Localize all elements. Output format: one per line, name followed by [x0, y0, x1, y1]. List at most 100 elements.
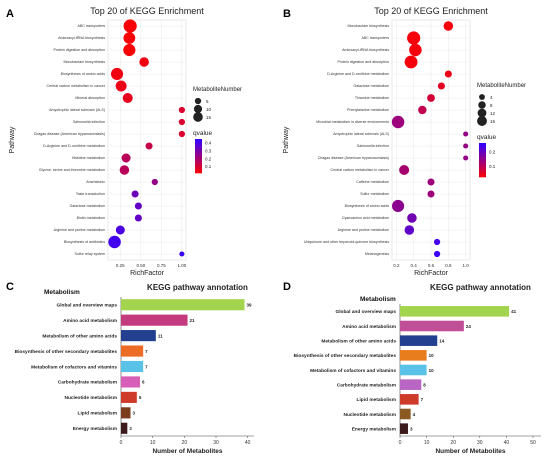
color-legend-segment	[479, 175, 486, 178]
color-legend-segment	[195, 144, 202, 147]
x-tick-label: 1.0	[463, 263, 470, 268]
data-point	[409, 43, 422, 57]
x-tick-label: 40	[504, 440, 510, 446]
data-point	[151, 178, 158, 186]
size-legend-dot	[194, 97, 202, 105]
pathway-label: Aminoacyl-tRNA biosynthesis	[58, 36, 105, 40]
bar	[400, 335, 438, 346]
data-point	[427, 190, 435, 198]
data-point	[108, 235, 121, 249]
data-point	[115, 80, 127, 92]
metabolism-header: Metabolism	[360, 296, 396, 303]
color-legend-segment	[479, 147, 486, 149]
pathway-label: Biosynthesis of amino acids	[345, 204, 390, 208]
x-tick-label: 0.75	[157, 263, 166, 268]
color-legend-segment	[479, 157, 486, 159]
data-point	[433, 250, 441, 258]
data-point	[407, 213, 417, 223]
bar	[121, 376, 140, 388]
data-point	[399, 164, 410, 176]
chart-title: KEGG pathway annotation	[147, 283, 248, 292]
pathway-label: Cyanoamino acid metabolism	[342, 216, 389, 220]
x-tick-label: 20	[450, 440, 456, 446]
data-point	[123, 19, 137, 33]
pathway-label: Protein digestion and absorption	[337, 60, 389, 64]
data-point	[404, 225, 415, 235]
pathway-label: Monobactam biosynthesis	[347, 24, 389, 28]
pathway-label: Biosynthesis of amino acids	[61, 72, 106, 76]
data-point	[407, 31, 421, 45]
color-legend-label: 0.2	[489, 149, 496, 154]
data-point	[122, 92, 133, 104]
bar	[400, 408, 411, 420]
bar	[400, 350, 427, 361]
pathway-label: ABC transporters	[361, 36, 389, 40]
plot-area	[107, 19, 187, 261]
x-axis-label: RichFactor	[414, 270, 449, 277]
value-label: 14	[439, 338, 445, 343]
color-legend-segment	[479, 151, 486, 154]
value-label: 7	[145, 349, 148, 354]
chart-title: Top 20 of KEGG Enrichment	[90, 6, 204, 16]
color-legend-segment	[195, 151, 202, 154]
panel-c-bar-chart: KEGG pathway annotation Metabolism Global …	[15, 283, 254, 455]
size-legend-label: 12	[490, 111, 496, 116]
value-label: 3	[133, 411, 136, 416]
x-tick-label: 10	[424, 440, 430, 446]
value-label: 3	[410, 426, 413, 431]
category-label: Nucleotide metabolism	[343, 412, 396, 418]
panel-d-bar-chart: KEGG pathway annotation Metabolism Global …	[294, 283, 541, 455]
y-axis-label: Pathway	[9, 126, 16, 153]
color-legend-segment	[195, 141, 202, 144]
size-legend-label: 16	[490, 119, 496, 124]
color-legend-segment	[195, 148, 202, 151]
pathway-label: Chagas disease (American trypanosomiasis…	[318, 156, 389, 160]
chart-title: Top 20 of KEGG Enrichment	[374, 6, 488, 16]
data-point	[139, 57, 149, 67]
x-axis-label: Number of Metabolites	[435, 448, 505, 455]
data-point	[391, 115, 405, 129]
color-legend-segment	[195, 168, 202, 171]
panel-label-c: C	[6, 281, 14, 293]
data-point	[463, 143, 469, 149]
category-label: Amino acid metabolism	[63, 318, 117, 324]
x-tick-label: 0.2	[393, 263, 400, 268]
value-label: 8	[423, 382, 426, 387]
x-tick-label: 0.25	[116, 263, 125, 268]
size-legend-dot	[193, 112, 203, 122]
x-axis-label: Number of Metabolites	[152, 448, 222, 455]
x-tick-label: 0	[120, 440, 123, 446]
pathway-label: Microbial metabolism in diverse environm…	[316, 120, 389, 124]
pathway-label: Salmonella infection	[73, 120, 105, 124]
color-legend-segment	[479, 168, 486, 171]
size-legend-title: MetaboliteNumber	[477, 83, 526, 89]
pathway-label: Amyotrophic lateral sclerosis (ALS)	[49, 108, 105, 112]
color-legend-segment	[479, 164, 486, 166]
category-label: Nucleotide metabolism	[64, 395, 117, 401]
value-label: 10	[429, 353, 435, 358]
color-legend-label: 0.2	[205, 156, 212, 161]
data-point	[437, 82, 445, 90]
data-point	[391, 199, 405, 213]
value-label: 7	[145, 364, 148, 369]
pathway-label: Sulfur relay system	[74, 252, 105, 256]
x-tick-label: 10	[150, 440, 156, 446]
panel-b-bubble-chart: Top 20 of KEGG Enrichment Monobactam bios…	[283, 6, 526, 277]
pathway-label: Histidine metabolism	[72, 156, 105, 160]
value-label: 39	[247, 303, 253, 308]
pathway-label: Central carbon metabolism in cancer	[46, 84, 105, 88]
color-legend-segment	[195, 160, 202, 162]
pathway-label: Protein digestion and absorption	[53, 48, 105, 52]
color-legend-segment	[195, 143, 202, 145]
category-label: Energy metabolism	[352, 426, 396, 432]
color-legend-segment	[195, 154, 202, 157]
data-point	[178, 130, 186, 138]
size-legend-label: 15	[206, 115, 212, 120]
category-label: Metabolism of other amino acids	[321, 338, 396, 344]
data-point	[134, 202, 142, 210]
color-legend-segment	[479, 143, 486, 145]
x-tick-label: 20	[182, 440, 188, 446]
bar	[121, 314, 188, 326]
data-point	[463, 131, 469, 137]
value-label: 2	[129, 426, 132, 431]
